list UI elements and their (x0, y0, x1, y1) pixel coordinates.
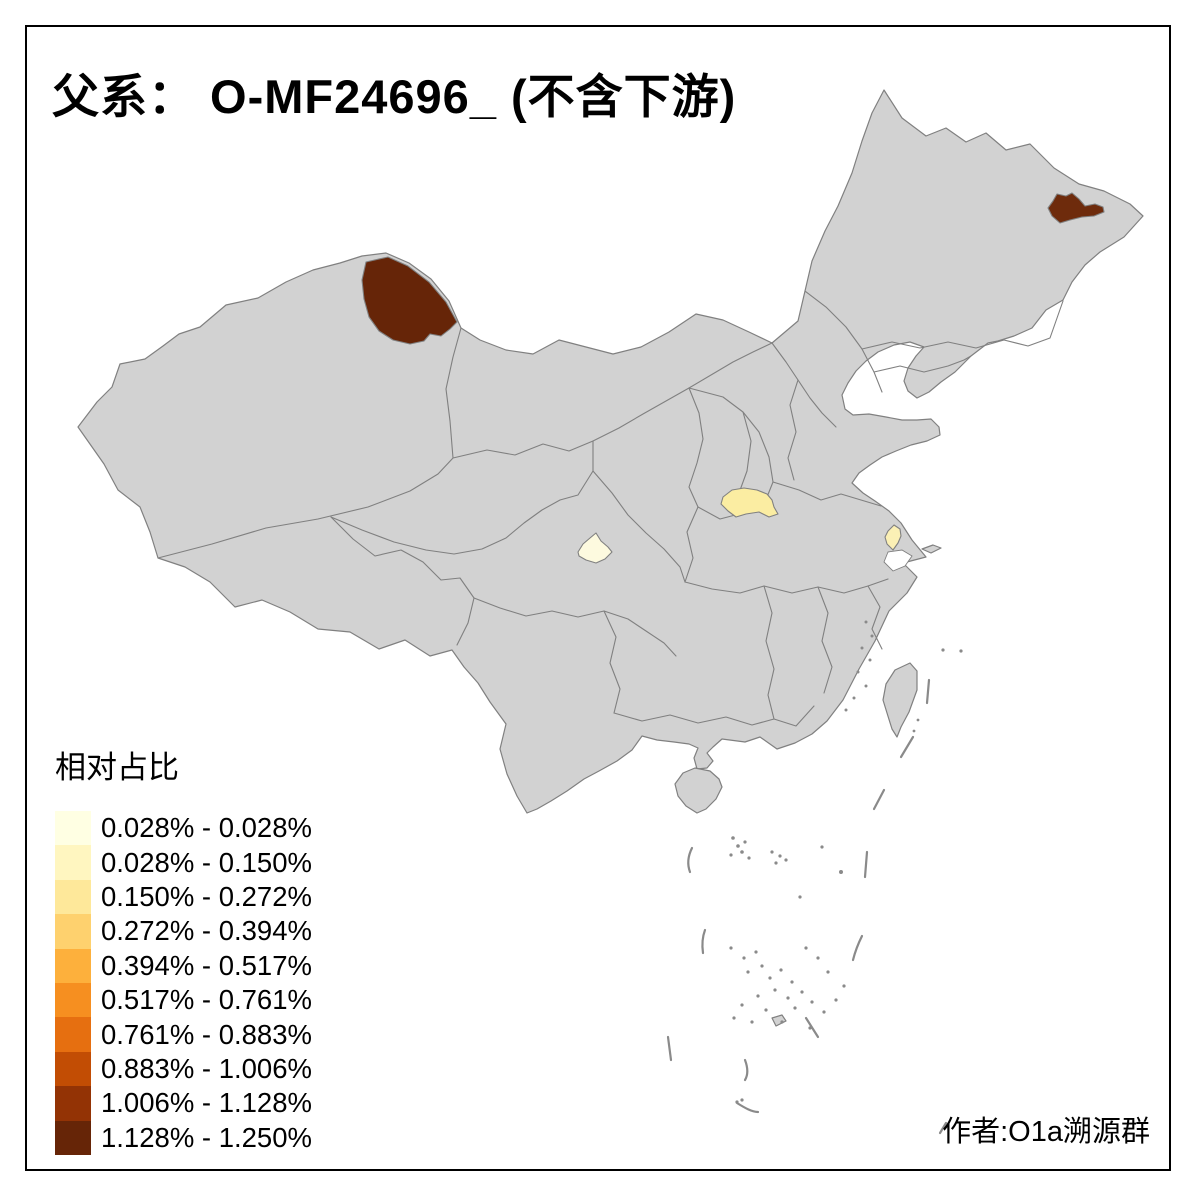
legend-label: 0.517% - 0.761% (101, 984, 312, 1016)
legend-label: 0.028% - 0.150% (101, 846, 312, 878)
legend-swatch (55, 879, 91, 915)
legend-label: 0.028% - 0.028% (101, 812, 312, 844)
legend-label: 1.128% - 1.250% (101, 1121, 312, 1153)
legend-swatch (55, 845, 91, 880)
legend-row: 0.761% - 0.883% (55, 1017, 312, 1052)
region-south-jiangsu (884, 524, 902, 551)
legend-swatch (55, 982, 91, 1018)
legend-label: 0.272% - 0.394% (101, 915, 312, 947)
legend-row: 0.272% - 0.394% (55, 914, 312, 949)
legend-label: 0.150% - 0.272% (101, 880, 312, 912)
legend-swatch (55, 811, 91, 846)
legend-swatch (55, 914, 91, 949)
legend-row: 0.028% - 0.028% (55, 811, 312, 846)
taihu-lake (883, 549, 913, 572)
legend-label: 0.394% - 0.517% (101, 949, 312, 981)
legend-swatch (55, 1051, 91, 1087)
spratly-islet (771, 1014, 787, 1027)
legend-rows: 0.028% - 0.028% 0.028% - 0.150% 0.150% - 0… (55, 811, 312, 1155)
legend-swatch (55, 948, 91, 983)
legend-label: 0.761% - 0.883% (101, 1018, 312, 1050)
mainland-outline (77, 89, 1144, 814)
land-shapes (77, 89, 1144, 1027)
legend-row: 0.517% - 0.761% (55, 982, 312, 1018)
legend-swatch (55, 1017, 91, 1052)
province-borders (157, 290, 1064, 727)
legend-row: 1.128% - 1.250% (55, 1120, 312, 1155)
highlighted-regions (361, 192, 1105, 564)
legend-row: 1.006% - 1.128% (55, 1086, 312, 1121)
legend-swatch (55, 1086, 91, 1121)
legend-label: 1.006% - 1.128% (101, 1087, 312, 1119)
legend: 相对占比 0.028% - 0.028% 0.028% - 0.150% 0.150… (55, 742, 312, 1155)
legend-title: 相对占比 (55, 750, 179, 785)
legend-row: 0.883% - 1.006% (55, 1051, 312, 1087)
legend-label: 0.883% - 1.006% (101, 1052, 312, 1084)
region-northeast-heilongjiang (1047, 192, 1105, 224)
page-title: 父系： O-MF24696_ (不含下游) (52, 70, 737, 123)
region-central-sichuan (577, 532, 613, 564)
legend-row: 0.150% - 0.272% (55, 879, 312, 915)
taiwan-island (882, 662, 918, 738)
hainan-island (674, 767, 723, 814)
region-northwest-xinjiang (361, 256, 458, 345)
legend-row: 0.028% - 0.150% (55, 845, 312, 880)
legend-row: 0.394% - 0.517% (55, 948, 312, 983)
legend-swatch (55, 1120, 91, 1155)
nine-dash-segments (666, 678, 948, 1135)
author-credit: 作者:O1a溯源群 (942, 1116, 1150, 1148)
chongming-island (921, 544, 942, 554)
region-south-shaanxi (720, 487, 779, 518)
